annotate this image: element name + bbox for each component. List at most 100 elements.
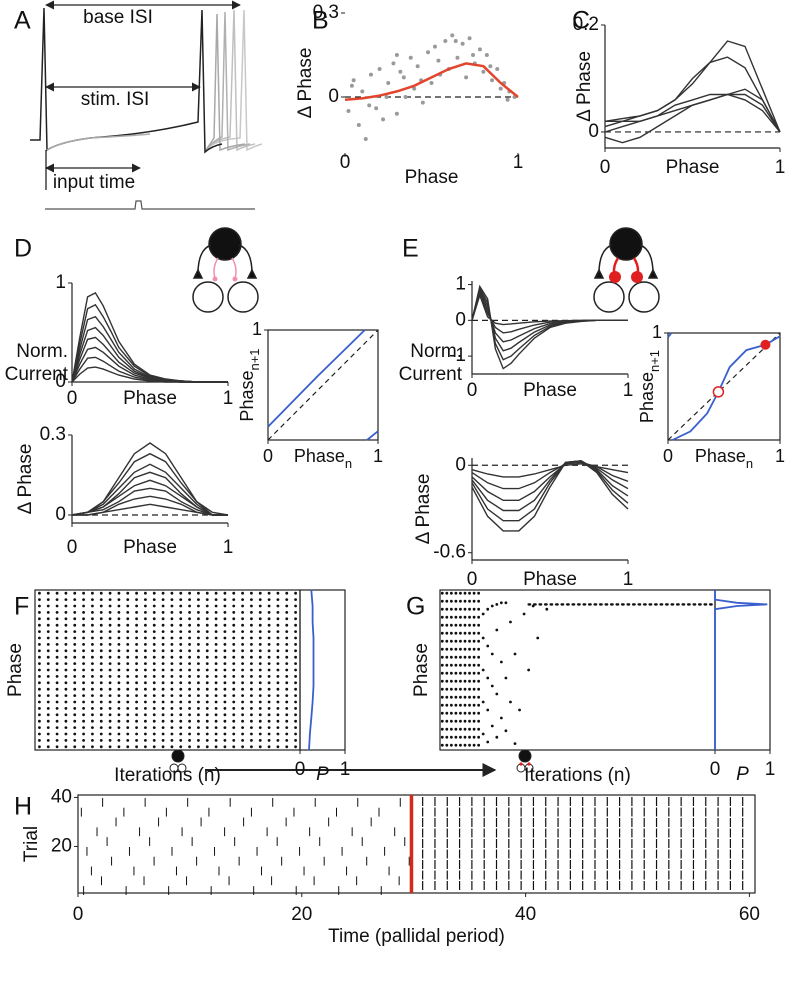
phase-dot	[99, 668, 103, 672]
series-line	[604, 56, 781, 133]
phase-dot	[294, 630, 297, 633]
phase-dot	[64, 681, 68, 685]
phase-dot	[472, 687, 476, 691]
phase-dot	[135, 636, 138, 640]
phase-dot	[468, 727, 471, 731]
phase-dot	[144, 739, 147, 742]
phase-dot	[440, 647, 444, 651]
phase-dot	[188, 675, 191, 678]
phase-dot	[161, 719, 165, 723]
scatter-point	[443, 39, 448, 43]
phase-dot	[188, 745, 191, 749]
phase-dot	[463, 599, 467, 603]
phase-dot	[126, 719, 130, 723]
phase-dot	[267, 630, 271, 633]
phase-dot	[82, 713, 85, 717]
panel-letter: G	[406, 593, 425, 621]
phase-dot	[477, 631, 481, 635]
phase-dot	[258, 739, 262, 742]
phase-dot	[144, 591, 147, 595]
phase-dot	[232, 655, 236, 659]
phase-dot	[486, 644, 490, 648]
phase-dot	[449, 711, 453, 715]
y-tick-label: 20	[51, 835, 72, 856]
phase-dot	[459, 679, 462, 683]
phase-dot	[46, 713, 50, 717]
phase-dot	[117, 694, 121, 697]
phase-dot	[214, 700, 218, 704]
x-axis-label: Iterations (n)	[114, 765, 221, 786]
phase-dot	[126, 630, 130, 633]
phase-dot	[440, 727, 444, 731]
scatter-point	[374, 106, 379, 111]
phase-dot	[459, 727, 462, 731]
phase-dot	[258, 604, 262, 608]
phase-dot	[232, 732, 236, 736]
phase-dot	[144, 732, 147, 736]
phase-dot	[152, 739, 156, 742]
phase-dot	[232, 598, 236, 601]
phase-dot	[459, 719, 462, 723]
phase-dot	[161, 700, 165, 704]
phase-dot	[64, 636, 68, 640]
phase-dot	[91, 732, 94, 736]
phase-dot	[179, 713, 183, 717]
phase-dot	[73, 713, 77, 717]
phase-dot	[73, 732, 77, 736]
x-axis-label-text: Time (pallidal period)	[328, 926, 505, 947]
panel-letter: H	[14, 793, 32, 821]
phase-dot	[55, 630, 59, 633]
phase-dot	[250, 636, 253, 640]
phase-dot	[294, 655, 297, 659]
phase-dot	[197, 707, 200, 710]
phase-dot	[126, 700, 130, 704]
phase-dot	[454, 655, 458, 659]
phase-dot	[108, 662, 112, 665]
x-axis-label: Phase	[666, 157, 720, 178]
phase-dot	[170, 623, 174, 627]
phase-dot	[170, 745, 174, 749]
phase-dot	[179, 611, 183, 614]
phase-dot	[135, 675, 138, 678]
phase-dot	[459, 591, 462, 595]
phase-dot	[188, 668, 191, 672]
phase-dot	[179, 694, 183, 697]
phase-dot	[472, 639, 476, 643]
phase-dot	[477, 735, 481, 739]
phase-dot	[276, 623, 280, 627]
phase-dot	[117, 630, 121, 633]
phase-dot	[38, 617, 41, 621]
phase-dot	[152, 726, 156, 729]
phase-dot	[55, 713, 59, 717]
phase-dot	[468, 663, 471, 667]
phase-dot	[454, 591, 458, 595]
phase-dot	[294, 643, 297, 646]
phase-dot	[108, 617, 112, 621]
panel-letter: D	[14, 235, 32, 263]
series-line	[471, 460, 629, 522]
phase-dot	[144, 662, 147, 665]
phase-dot	[214, 591, 218, 595]
phase-dot	[205, 694, 209, 697]
phase-dot	[241, 719, 244, 723]
phase-dot	[152, 681, 156, 685]
phase-dot	[285, 739, 289, 742]
phase-dot	[445, 639, 449, 643]
phase-dot	[99, 623, 103, 627]
phase-dot	[258, 598, 262, 601]
phase-dot	[188, 707, 191, 710]
phase-dot	[294, 739, 297, 742]
phase-dot	[99, 636, 103, 640]
phase-dot	[214, 687, 218, 691]
phase-dot	[205, 636, 209, 640]
phase-dot	[459, 615, 462, 619]
phase-dot	[197, 655, 200, 659]
scatter-point	[367, 103, 372, 108]
x-tick-label: 1	[513, 152, 524, 173]
phase-dot	[55, 655, 59, 659]
phase-dot	[276, 700, 280, 704]
phase-dot	[545, 607, 549, 611]
x-tick-label: 1	[223, 537, 234, 558]
phase-dot	[445, 615, 449, 619]
phase-dot	[294, 687, 297, 691]
